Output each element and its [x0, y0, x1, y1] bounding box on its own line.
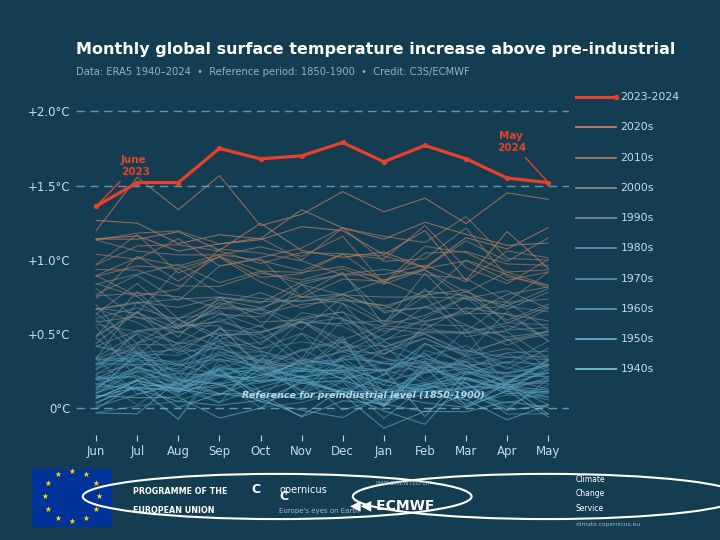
Text: Data: ERA5 1940–2024  •  Reference period: 1850-1900  •  Credit: C3S/ECMWF: Data: ERA5 1940–2024 • Reference period:… [76, 66, 469, 77]
Text: 1960s: 1960s [621, 304, 654, 314]
Text: ★: ★ [55, 470, 62, 479]
Text: ★: ★ [41, 492, 48, 501]
Text: ★: ★ [82, 470, 89, 479]
Text: 2020s: 2020s [621, 123, 654, 132]
Text: Reference for preindustrial level (1850-1900): Reference for preindustrial level (1850-… [242, 391, 485, 400]
Text: ★: ★ [68, 467, 76, 476]
Text: 2010s: 2010s [621, 153, 654, 163]
Text: IMPLEMENTED BY: IMPLEMENTED BY [376, 481, 431, 485]
Text: 1940s: 1940s [621, 364, 654, 374]
Text: ★: ★ [96, 492, 103, 501]
Text: Monthly global surface temperature increase above pre-industrial: Monthly global surface temperature incre… [76, 42, 675, 57]
Text: Europe's eyes on Earth: Europe's eyes on Earth [279, 508, 360, 514]
Text: ★: ★ [55, 514, 62, 523]
Text: ★: ★ [68, 517, 76, 526]
Text: ★: ★ [92, 504, 99, 514]
Text: PROGRAMME OF THE: PROGRAMME OF THE [133, 487, 228, 496]
Text: EUROPEAN UNION: EUROPEAN UNION [133, 506, 215, 515]
Text: 1990s: 1990s [621, 213, 654, 223]
Text: May
2024: May 2024 [497, 131, 546, 180]
Text: 1950s: 1950s [621, 334, 654, 344]
Text: 2023-2024: 2023-2024 [621, 92, 680, 102]
Text: ★: ★ [92, 480, 99, 488]
Text: ★: ★ [45, 504, 52, 514]
Text: ★: ★ [82, 514, 89, 523]
FancyBboxPatch shape [32, 469, 112, 528]
Text: 1980s: 1980s [621, 244, 654, 253]
Text: ◀◀ ECMWF: ◀◀ ECMWF [350, 498, 435, 512]
Text: C: C [279, 490, 289, 503]
Text: opernicus: opernicus [279, 485, 327, 495]
Text: ★: ★ [45, 480, 52, 488]
Text: 1970s: 1970s [621, 274, 654, 284]
Text: 2000s: 2000s [621, 183, 654, 193]
Text: C: C [251, 483, 260, 496]
Text: climate.copernicus.eu: climate.copernicus.eu [576, 522, 641, 528]
Text: Service: Service [576, 504, 604, 512]
Text: Climate: Climate [576, 475, 606, 484]
Text: June
2023: June 2023 [98, 155, 150, 204]
Text: Change: Change [576, 489, 606, 498]
